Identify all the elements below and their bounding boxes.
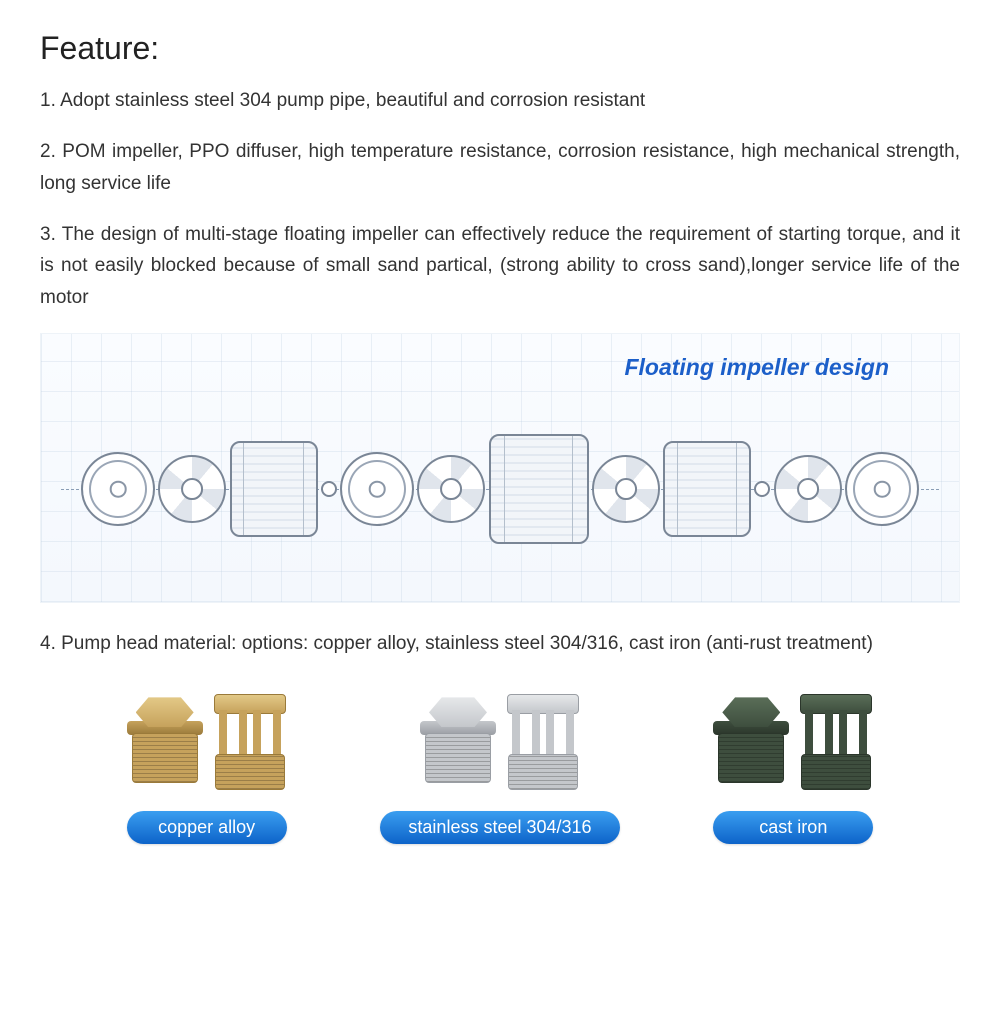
- part-washer-1: [321, 481, 337, 497]
- iron-fitting-cage: [797, 694, 875, 790]
- part-washer-2: [754, 481, 770, 497]
- part-impeller-1: [158, 455, 226, 523]
- steel-label-pill: stainless steel 304/316: [380, 811, 619, 844]
- material-copper: copper alloy: [70, 687, 343, 844]
- feature-3: 3. The design of multi-stage floating im…: [40, 219, 960, 313]
- steel-image: [418, 687, 582, 797]
- part-diffuser-2: [489, 434, 589, 544]
- steel-fitting-hex: [418, 697, 498, 787]
- part-endcap-right: [845, 452, 919, 526]
- copper-image: [125, 687, 289, 797]
- iron-label-pill: cast iron: [713, 811, 873, 844]
- feature-2: 2. POM impeller, PPO diffuser, high temp…: [40, 136, 960, 199]
- part-endcap-left: [81, 452, 155, 526]
- feature-4: 4. Pump head material: options: copper a…: [40, 628, 960, 659]
- part-stage-disc-1: [340, 452, 414, 526]
- material-options: copper alloy stainless steel 304/316: [40, 687, 960, 844]
- copper-fitting-cage: [211, 694, 289, 790]
- steel-fitting-cage: [504, 694, 582, 790]
- feature-1: 1. Adopt stainless steel 304 pump pipe, …: [40, 85, 960, 116]
- copper-label-pill: copper alloy: [127, 811, 287, 844]
- part-impeller-3: [592, 455, 660, 523]
- part-impeller-2: [417, 455, 485, 523]
- feature-heading: Feature:: [40, 30, 960, 67]
- exploded-view: [81, 414, 919, 564]
- impeller-diagram: Floating impeller design: [40, 333, 960, 603]
- material-iron: cast iron: [657, 687, 930, 844]
- diagram-label: Floating impeller design: [624, 354, 889, 381]
- copper-fitting-hex: [125, 697, 205, 787]
- material-steel: stainless steel 304/316: [363, 687, 636, 844]
- part-diffuser-3: [663, 441, 751, 537]
- part-diffuser-1: [230, 441, 318, 537]
- iron-fitting-hex: [711, 697, 791, 787]
- iron-image: [711, 687, 875, 797]
- part-impeller-4: [774, 455, 842, 523]
